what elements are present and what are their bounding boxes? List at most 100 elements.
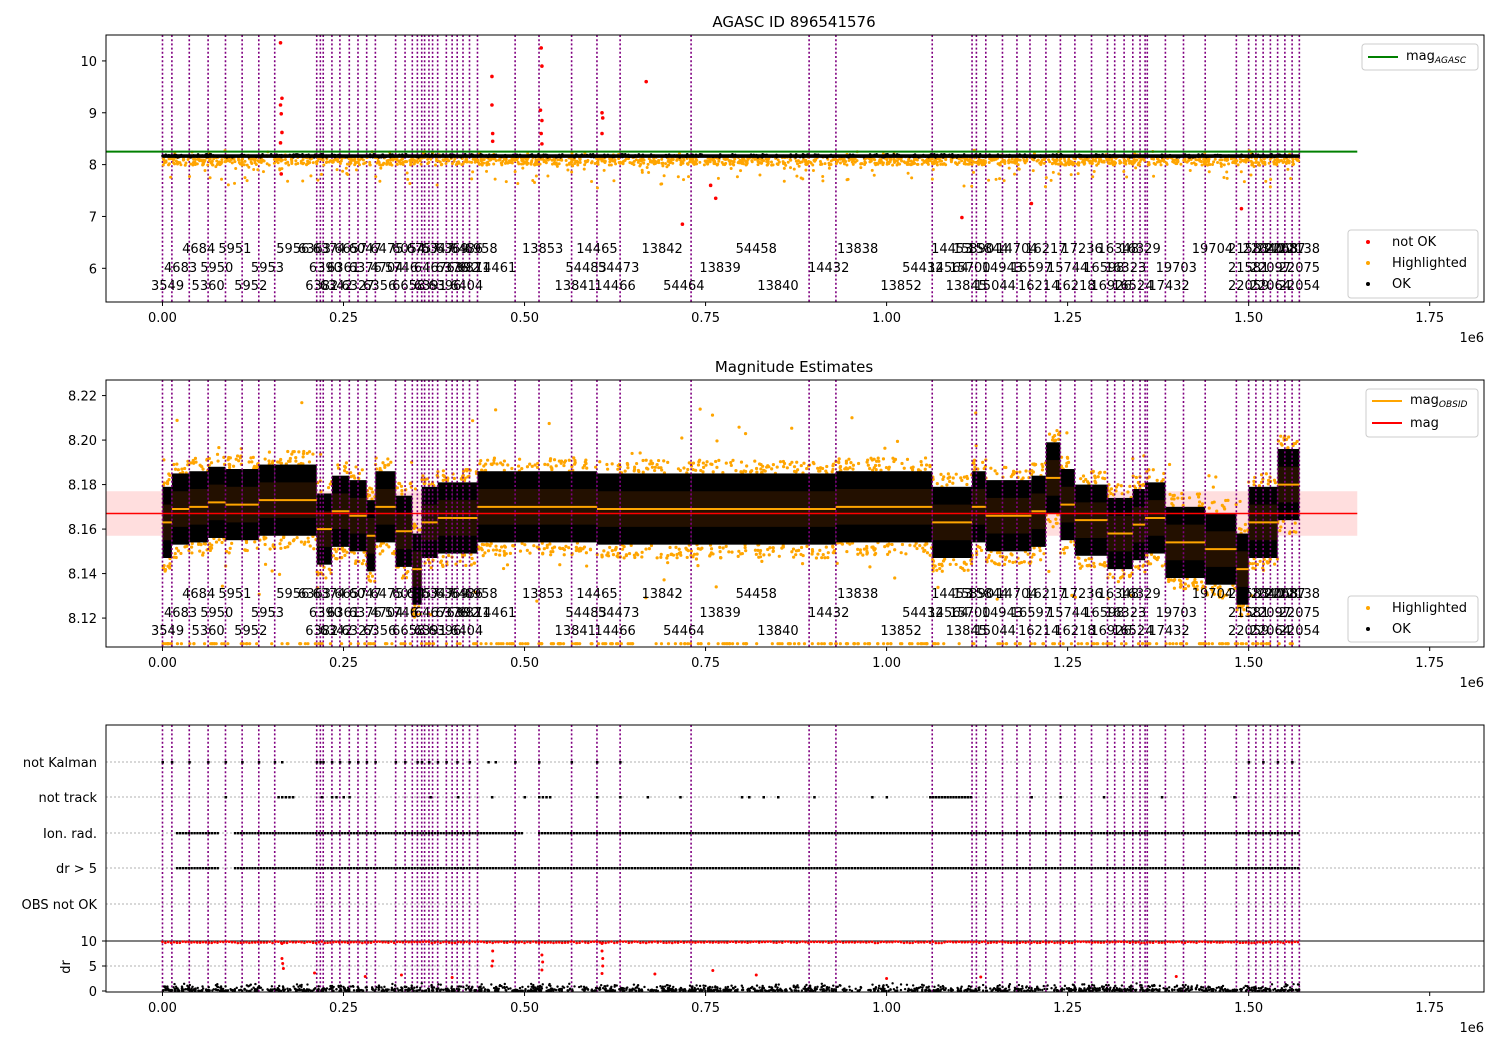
x-tick-label: 1.25 <box>1053 311 1082 326</box>
obsid-label: 22054 <box>1279 279 1320 294</box>
flag-not-kalman <box>1247 761 1251 764</box>
highlighted-point <box>893 576 897 580</box>
ok-point <box>974 153 977 157</box>
highlighted-point <box>962 184 966 188</box>
highlighted-point <box>946 472 950 476</box>
ok-point <box>996 153 1000 156</box>
highlighted-point <box>201 467 205 471</box>
highlighted-point <box>412 162 416 166</box>
ok-point <box>951 155 954 159</box>
highlighted-point <box>858 551 863 555</box>
highlighted-point <box>326 486 331 490</box>
highlighted-point <box>715 465 719 469</box>
highlighted-point <box>1041 464 1045 469</box>
obsid-label: 17432 <box>1148 624 1189 639</box>
highlighted-point <box>1076 556 1080 560</box>
highlighted-point <box>511 544 515 548</box>
highlighted-point <box>805 466 809 471</box>
highlighted-point <box>1092 565 1097 569</box>
highlighted-point <box>1243 529 1247 533</box>
highlighted-point <box>692 162 696 166</box>
highlighted-point <box>334 158 338 162</box>
flag-not-kalman <box>1276 761 1280 764</box>
highlighted-point <box>536 162 540 166</box>
highlighted-point <box>306 540 311 544</box>
highlighted-point <box>820 556 824 560</box>
highlighted-point <box>614 547 618 551</box>
highlighted-point <box>596 160 600 164</box>
not-ok-point <box>278 141 283 145</box>
ok-point <box>1020 154 1023 158</box>
ok-point <box>1285 155 1288 159</box>
flag-not-kalman <box>241 761 244 764</box>
highlighted-point <box>908 543 912 547</box>
highlighted-point <box>1156 157 1160 161</box>
highlighted-point <box>698 407 702 411</box>
highlighted-point <box>848 542 852 546</box>
highlighted-point <box>704 463 708 467</box>
highlighted-point <box>1152 157 1156 161</box>
highlighted-point <box>686 642 690 646</box>
highlighted-point <box>360 468 364 472</box>
flag-not-track <box>943 796 947 799</box>
highlighted-point <box>379 166 383 170</box>
obsid-label: 13852 <box>880 624 921 639</box>
ok-point <box>1007 155 1011 159</box>
highlighted-point <box>856 552 860 556</box>
x-tick-label: 0.50 <box>510 1001 539 1016</box>
not-ok-point <box>600 110 604 115</box>
highlighted-point <box>220 540 224 545</box>
highlighted-point <box>866 463 870 467</box>
flag-not-track <box>619 796 622 799</box>
highlighted-point <box>301 158 305 162</box>
highlighted-point <box>553 158 557 162</box>
ok-point <box>368 155 372 159</box>
highlighted-point <box>885 162 889 166</box>
flag-not-track <box>929 796 932 799</box>
ok-point <box>1112 153 1116 157</box>
flag-ion-rad <box>404 832 408 835</box>
ok-point <box>551 155 554 158</box>
highlighted-point <box>479 642 483 646</box>
highlighted-point <box>203 169 207 173</box>
highlighted-point <box>564 544 568 548</box>
highlighted-point <box>789 158 793 162</box>
highlighted-point <box>439 560 443 564</box>
flag-ion-rad <box>236 832 240 835</box>
ok-point <box>559 156 562 159</box>
ok-point <box>775 153 778 157</box>
highlighted-point <box>715 439 719 443</box>
highlighted-point <box>1069 642 1074 646</box>
highlighted-point <box>1044 176 1048 180</box>
highlighted-point <box>728 159 732 163</box>
highlighted-point <box>885 158 889 162</box>
highlighted-point <box>521 166 525 170</box>
highlighted-point <box>450 162 454 166</box>
highlighted-point <box>583 460 587 464</box>
highlighted-point <box>865 552 869 556</box>
highlighted-point <box>610 642 614 646</box>
highlighted-point <box>1131 159 1135 163</box>
ok-point <box>615 154 618 158</box>
ok-point <box>511 153 515 157</box>
highlighted-point <box>541 552 545 556</box>
flag-ion-rad <box>196 832 199 835</box>
highlighted-point <box>941 559 946 563</box>
highlighted-point <box>819 466 823 470</box>
highlighted-point <box>851 467 855 471</box>
legend-not-ok-marker <box>1366 240 1370 244</box>
flag-not-track <box>937 796 941 799</box>
legend-ok-marker <box>1366 282 1370 286</box>
legend-2-ok-marker <box>1366 627 1370 631</box>
ok-point <box>484 154 488 157</box>
flag-ion-rad <box>341 832 344 835</box>
highlighted-point <box>175 546 179 550</box>
highlighted-point <box>966 568 970 572</box>
flag-ion-rad <box>181 832 185 835</box>
highlighted-point <box>1195 492 1200 496</box>
not-ok-point <box>538 108 543 112</box>
highlighted-point <box>217 445 221 450</box>
highlighted-point <box>1085 642 1090 646</box>
highlighted-point <box>899 157 903 161</box>
highlighted-point <box>1254 161 1258 165</box>
